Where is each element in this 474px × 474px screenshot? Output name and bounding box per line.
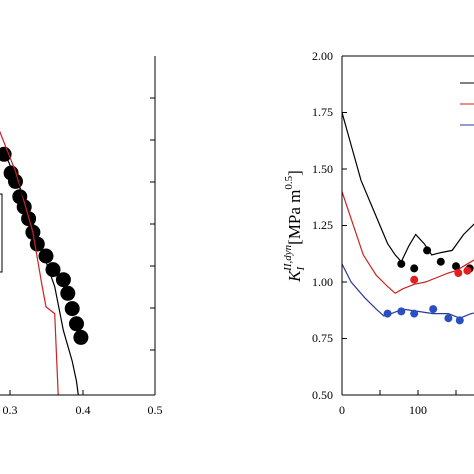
ylabel-sub: I: [295, 265, 307, 271]
right-chart: 0.50 0.75 1.00 1.25 1.50 1.75 2.00 0 100…: [282, 49, 474, 417]
chart1-series0-line: [342, 112, 474, 263]
chart1-series3-point-1: [410, 264, 419, 273]
right-x-tick-label-1: 100: [409, 403, 427, 417]
chart1-series3-point-4: [452, 262, 460, 271]
left-plot-area: [0, 130, 89, 396]
chart0-series0-point-5: [16, 199, 32, 215]
left-x-tick-label-1: 0.4: [76, 403, 91, 417]
chart1-series5-point-0: [383, 309, 392, 318]
chart1-series5-point-3: [429, 305, 438, 314]
right-y-tick-label-4: 1.50: [312, 162, 333, 176]
right-plot-area: [342, 112, 474, 325]
chart1-series4-point-2: [463, 266, 472, 275]
chart1-series5-point-1: [397, 307, 406, 316]
chart0-series0-point-13: [64, 301, 80, 317]
chart1-series1-line: [342, 191, 474, 295]
chart1-series3-point-0: [397, 259, 406, 268]
chart0-series0-point-3: [8, 173, 23, 189]
right-y-tick-label-5: 1.75: [312, 105, 333, 119]
chart0-series0-point-11: [55, 272, 71, 288]
chart1-series5-point-2: [410, 309, 419, 318]
ylabel-unit-sup: 0.5: [283, 175, 295, 189]
chart0-series0-point-12: [60, 285, 76, 301]
left-chart: 0.3 0.4 0.5: [0, 56, 163, 417]
right-y-tick-label-2: 1.00: [312, 275, 333, 289]
left-x-tick-label-0: 0.3: [3, 403, 18, 417]
chart1-series2-line: [342, 263, 474, 319]
right-y-tick-label-3: 1.25: [312, 218, 333, 232]
ylabel-sup: II,dyn: [282, 244, 294, 271]
chart1-series4-point-0: [410, 275, 419, 284]
chart1-series5-point-5: [455, 316, 464, 325]
ylabel-close: ]: [285, 170, 304, 176]
chart0-series0-point-14: [69, 316, 84, 332]
right-x-tick-label-0: 0: [339, 403, 345, 417]
chart0-series0-point-1: [0, 146, 12, 162]
chart0-series0-point-15: [73, 329, 89, 345]
chart1-series4-point-1: [454, 269, 463, 277]
left-ticks: [9, 97, 156, 395]
chart0-series0-point-10: [45, 262, 61, 278]
right-y-tick-label-1: 0.75: [312, 331, 333, 345]
ylabel-unit: [MPa m: [285, 190, 304, 245]
right-y-tick-label-6: 2.00: [312, 49, 333, 63]
left-x-tick-label-2: 0.5: [148, 403, 163, 417]
right-y-axis-label: KIII,dyn[MPa m0.5]: [282, 170, 307, 283]
right-ticks: [341, 55, 457, 396]
chart0-series2-line: [0, 148, 79, 396]
left-legend-box: [0, 193, 3, 273]
chart0-series1-line: [0, 130, 59, 396]
chart1-series5-point-4: [444, 314, 453, 323]
chart1-series3-point-3: [436, 257, 445, 266]
chart1-series3-point-2: [423, 246, 432, 255]
ylabel-k: K: [285, 269, 304, 283]
right-y-tick-label-0: 0.50: [312, 388, 333, 402]
